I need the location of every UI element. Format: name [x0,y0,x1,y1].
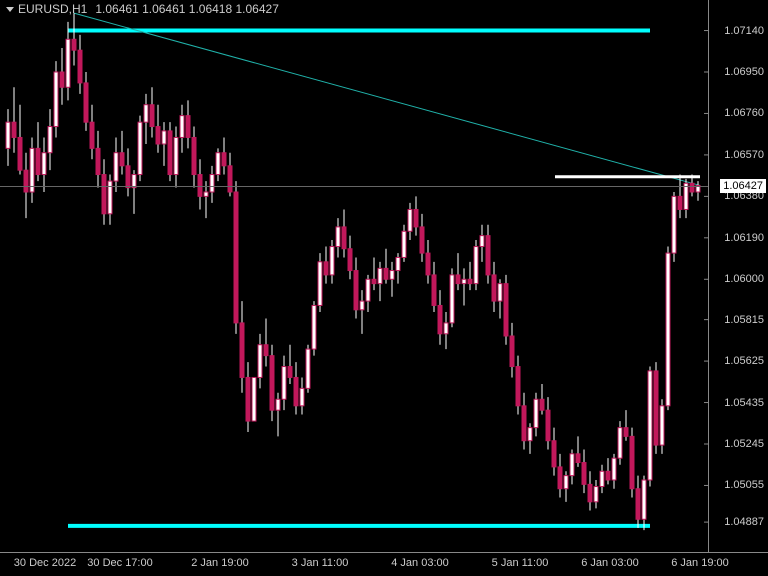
y-tick-label: 1.05435 [724,397,764,409]
x-axis: 30 Dec 2022 30 Dec 17:00 2 Jan 19:00 3 Jan … [0,552,768,576]
chevron-down-icon[interactable] [6,7,14,12]
price-label: 1.06427 [720,179,766,193]
y-tick-label: 1.06190 [724,232,764,244]
plot-area[interactable]: EURUSD,H1 1.06461 1.06461 1.06418 1.0642… [0,0,708,552]
y-tick-label: 1.05245 [724,438,764,450]
y-tick-label: 1.06000 [724,273,764,285]
y-tick-label: 1.05625 [724,355,764,367]
x-tick-label: 30 Dec 2022 [14,557,76,569]
y-tick-label: 1.05055 [724,479,764,491]
x-tick-label: 6 Jan 19:00 [671,557,729,569]
y-tick-label: 1.06760 [724,107,764,119]
y-tick-label: 1.06570 [724,149,764,161]
y-tick-label: 1.07140 [724,25,764,37]
x-tick-label: 5 Jan 11:00 [492,557,549,569]
chart-header: EURUSD,H1 1.06461 1.06461 1.06418 1.0642… [6,2,279,16]
x-tick-label: 6 Jan 03:00 [581,557,639,569]
x-tick-label: 4 Jan 03:00 [391,557,449,569]
chart-canvas [0,0,708,552]
x-tick-label: 2 Jan 19:00 [191,557,249,569]
y-tick-label: 1.05815 [724,314,764,326]
chart-container: EURUSD,H1 1.06461 1.06461 1.06418 1.0642… [0,0,768,576]
ohlc-label: 1.06461 1.06461 1.06418 1.06427 [95,2,279,16]
x-tick-label: 3 Jan 11:00 [292,557,349,569]
symbol-label: EURUSD,H1 [18,2,87,16]
x-tick-label: 30 Dec 17:00 [87,557,152,569]
y-axis: 1.06427 1.07140 1.06950 1.06760 1.06570 1.06… [708,0,768,552]
y-tick-label: 1.06950 [724,66,764,78]
current-price-line [0,186,708,187]
y-tick-label: 1.04887 [724,516,764,528]
